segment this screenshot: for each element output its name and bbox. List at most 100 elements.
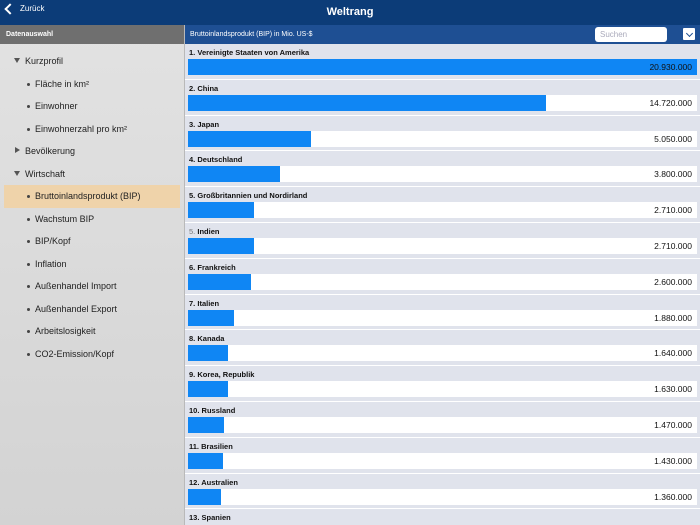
country-name: Russland xyxy=(201,405,236,415)
value-label: 3.800.000 xyxy=(654,169,692,180)
sidebar-item-label: Einwohner xyxy=(35,101,78,112)
value-label: 1.430.000 xyxy=(654,455,692,466)
sidebar-item-label: BIP/Kopf xyxy=(35,236,71,247)
ranking-row[interactable]: 3. Japan 5.050.000 xyxy=(185,115,700,152)
rank-number: 7. xyxy=(189,298,196,308)
ranking-list: 1. Vereinigte Staaten von Amerika 20.930.… xyxy=(185,44,700,525)
value-label: 2.710.000 xyxy=(654,205,692,216)
country-label: 10. Russland xyxy=(189,406,235,415)
bar-track: 1.630.000 xyxy=(188,381,697,398)
sidebar-item[interactable]: CO2-Emission/Kopf xyxy=(0,343,184,366)
rank-number: 5. xyxy=(189,191,196,201)
ranking-row[interactable]: 6. Frankreich 2.600.000 xyxy=(185,258,700,295)
chevron-down-icon xyxy=(685,29,693,37)
country-label: 1. Vereinigte Staaten von Amerika xyxy=(189,48,309,57)
ranking-row[interactable]: 13. Spanien xyxy=(185,509,700,525)
ranking-row[interactable]: 5. Indien 2.710.000 xyxy=(185,222,700,259)
disclosure-expanded-icon xyxy=(14,170,20,176)
bullet-icon xyxy=(27,82,30,86)
bar-track: 1.470.000 xyxy=(188,416,697,433)
sidebar-item[interactable]: Bruttoinlandsprodukt (BIP) xyxy=(4,185,180,208)
sidebar-item[interactable]: Inflation xyxy=(0,253,184,276)
back-button[interactable]: Zurück xyxy=(4,2,44,15)
bar-track: 2.710.000 xyxy=(188,237,697,254)
sidebar-item[interactable]: Wachstum BIP xyxy=(0,208,184,231)
sidebar-item-label: Inflation xyxy=(35,258,67,269)
value-bar xyxy=(188,345,228,362)
country-label: 6. Frankreich xyxy=(189,263,236,272)
filter-toggle-button[interactable] xyxy=(683,28,695,40)
bar-track: 1.640.000 xyxy=(188,345,697,362)
disclosure-collapsed-icon xyxy=(15,147,20,153)
country-name: Australien xyxy=(201,477,238,487)
bullet-icon xyxy=(27,195,30,198)
value-label: 1.470.000 xyxy=(654,419,692,430)
rank-number: 8. xyxy=(189,334,196,344)
sidebar-item[interactable]: Außenhandel Export xyxy=(0,298,184,321)
ranking-row[interactable]: 7. Italien 1.880.000 xyxy=(185,294,700,331)
country-label: 3. Japan xyxy=(189,120,219,129)
bar-track: 2.710.000 xyxy=(188,202,697,219)
ranking-header: Bruttoinlandsprodukt (BIP) in Mio. US-$ xyxy=(185,25,700,44)
value-bar xyxy=(188,416,224,433)
bullet-icon xyxy=(27,127,30,131)
rank-number: 4. xyxy=(189,155,196,165)
ranking-title: Bruttoinlandsprodukt (BIP) in Mio. US-$ xyxy=(190,31,313,38)
rank-number: 5. xyxy=(189,226,196,236)
ranking-panel: Bruttoinlandsprodukt (BIP) in Mio. US-$ … xyxy=(185,25,700,525)
sidebar-item[interactable]: Einwohner xyxy=(0,95,184,118)
country-label: 12. Australien xyxy=(189,478,238,487)
ranking-row[interactable]: 1. Vereinigte Staaten von Amerika 20.930.… xyxy=(185,44,700,80)
country-name: Spanien xyxy=(201,513,231,523)
country-label: 7. Italien xyxy=(189,299,219,308)
bar-track: 5.050.000 xyxy=(188,130,697,147)
sidebar-item[interactable]: Wirtschaft xyxy=(0,163,184,186)
ranking-row[interactable]: 9. Korea, Republik 1.630.000 xyxy=(185,366,700,402)
ranking-row[interactable]: 2. China 14.720.000 xyxy=(185,79,700,116)
rank-number: 3. xyxy=(189,119,196,129)
country-name: Japan xyxy=(197,119,220,129)
value-bar xyxy=(188,94,546,111)
rank-number: 11. xyxy=(189,441,200,451)
country-label: 13. Spanien xyxy=(189,513,231,522)
value-label: 14.720.000 xyxy=(649,97,692,108)
country-name: Indien xyxy=(197,226,220,236)
ranking-row[interactable]: 4. Deutschland 3.800.000 xyxy=(185,151,700,188)
ranking-row[interactable]: 5. Großbritannien und Nordirland 2.710.00… xyxy=(185,187,700,223)
country-name: China xyxy=(197,83,219,93)
bullet-icon xyxy=(27,262,30,266)
sidebar-item[interactable]: Außenhandel Import xyxy=(0,275,184,298)
sidebar-item-label: Wachstum BIP xyxy=(35,213,95,224)
sidebar-item[interactable]: Fläche in km² xyxy=(0,73,184,96)
sidebar: Datenauswahl Kurzprofil Fläche in km² Einw… xyxy=(0,25,185,525)
rank-number: 2. xyxy=(189,83,196,93)
value-label: 2.710.000 xyxy=(654,240,692,251)
ranking-row[interactable]: 10. Russland 1.470.000 xyxy=(185,401,700,438)
rank-number: 9. xyxy=(189,370,196,380)
bar-track: 2.600.000 xyxy=(188,273,697,290)
sidebar-item-label: Wirtschaft xyxy=(25,168,66,179)
country-name: Deutschland xyxy=(197,155,243,165)
value-bar xyxy=(188,309,234,326)
country-name: Großbritannien und Nordirland xyxy=(197,191,308,201)
value-bar xyxy=(188,452,223,469)
sidebar-item-label: Arbeitslosigkeit xyxy=(35,326,96,337)
sidebar-item[interactable]: BIP/Kopf xyxy=(0,230,184,253)
sidebar-item-label: Außenhandel Export xyxy=(35,303,118,314)
sidebar-item[interactable]: Bevölkerung xyxy=(0,140,184,163)
sidebar-item[interactable]: Kurzprofil xyxy=(0,50,184,73)
value-label: 5.050.000 xyxy=(654,133,692,144)
sidebar-item-label: Kurzprofil xyxy=(25,56,64,67)
country-label: 5. Indien xyxy=(189,227,219,236)
ranking-row[interactable]: 11. Brasilien 1.430.000 xyxy=(185,437,700,474)
sidebar-item[interactable]: Einwohnerzahl pro km² xyxy=(0,118,184,141)
top-bar: Zurück Weltrang xyxy=(0,0,700,25)
sidebar-item[interactable]: Arbeitslosigkeit xyxy=(0,320,184,343)
country-name: Italien xyxy=(197,298,220,308)
ranking-row[interactable]: 12. Australien 1.360.000 xyxy=(185,473,700,510)
search-input[interactable] xyxy=(595,27,667,42)
ranking-row[interactable]: 8. Kanada 1.640.000 xyxy=(185,330,700,367)
value-bar xyxy=(188,202,254,219)
value-bar xyxy=(188,130,311,147)
bar-track: 3.800.000 xyxy=(188,166,697,183)
